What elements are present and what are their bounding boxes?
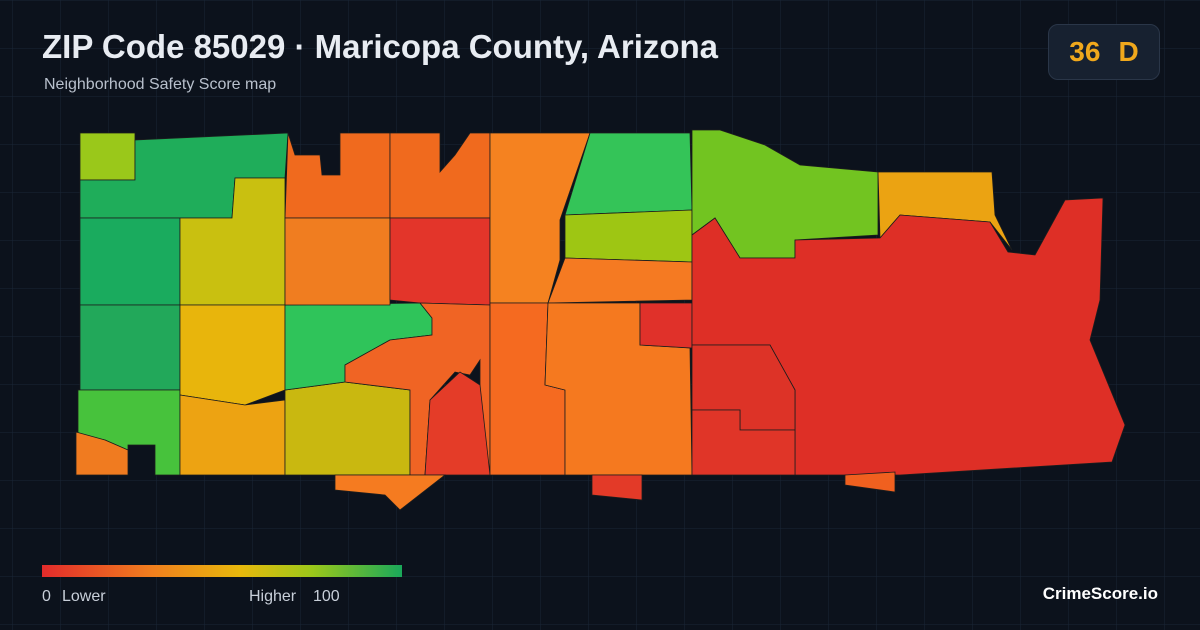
brand: CrimeScore.io: [1042, 584, 1158, 603]
score-grade: D: [1118, 36, 1139, 67]
legend-min: 0: [42, 588, 51, 605]
score-badge: 36 D: [1048, 24, 1160, 80]
score-value: 36: [1069, 36, 1101, 67]
neighborhoods: [75, 129, 1126, 511]
legend-max-label: Higher: [249, 588, 297, 605]
legend-max: 100: [313, 588, 340, 605]
legend-gradient: [42, 565, 402, 577]
legend-min-label: Lower: [62, 588, 106, 605]
subtitle: Neighborhood Safety Score map: [44, 76, 277, 93]
title: ZIP Code 85029 · Maricopa County, Arizon…: [42, 28, 719, 65]
